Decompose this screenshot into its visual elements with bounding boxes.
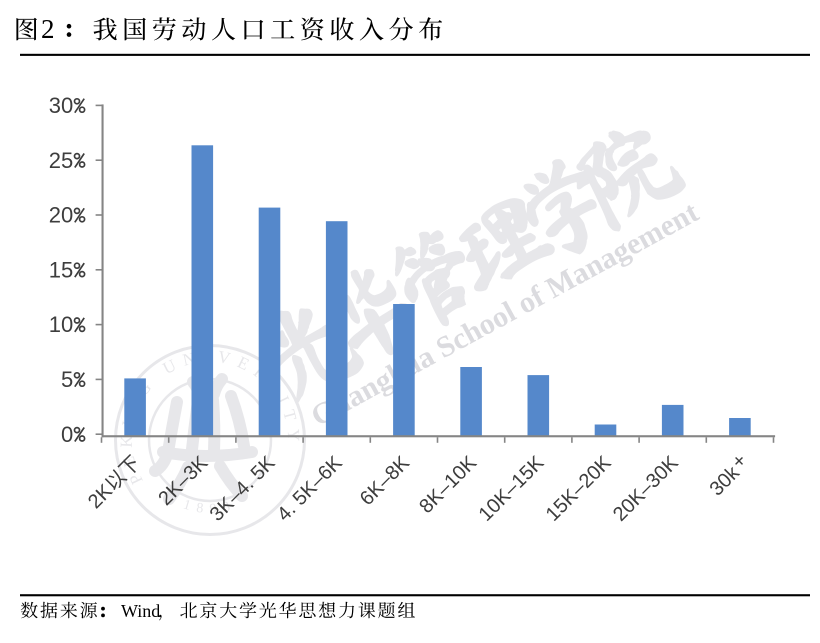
- svg-text:20: 20: [49, 203, 73, 228]
- svg-text:30: 30: [49, 93, 73, 118]
- svg-text:10: 10: [49, 312, 73, 337]
- svg-text:15: 15: [49, 257, 73, 282]
- svg-text:2: 2: [41, 14, 55, 44]
- svg-text:1898: 1898: [181, 497, 238, 517]
- svg-text:25: 25: [49, 148, 73, 173]
- svg-text:5: 5: [61, 367, 73, 392]
- svg-text:0: 0: [61, 422, 73, 447]
- svg-text:Wind: Wind: [121, 601, 160, 621]
